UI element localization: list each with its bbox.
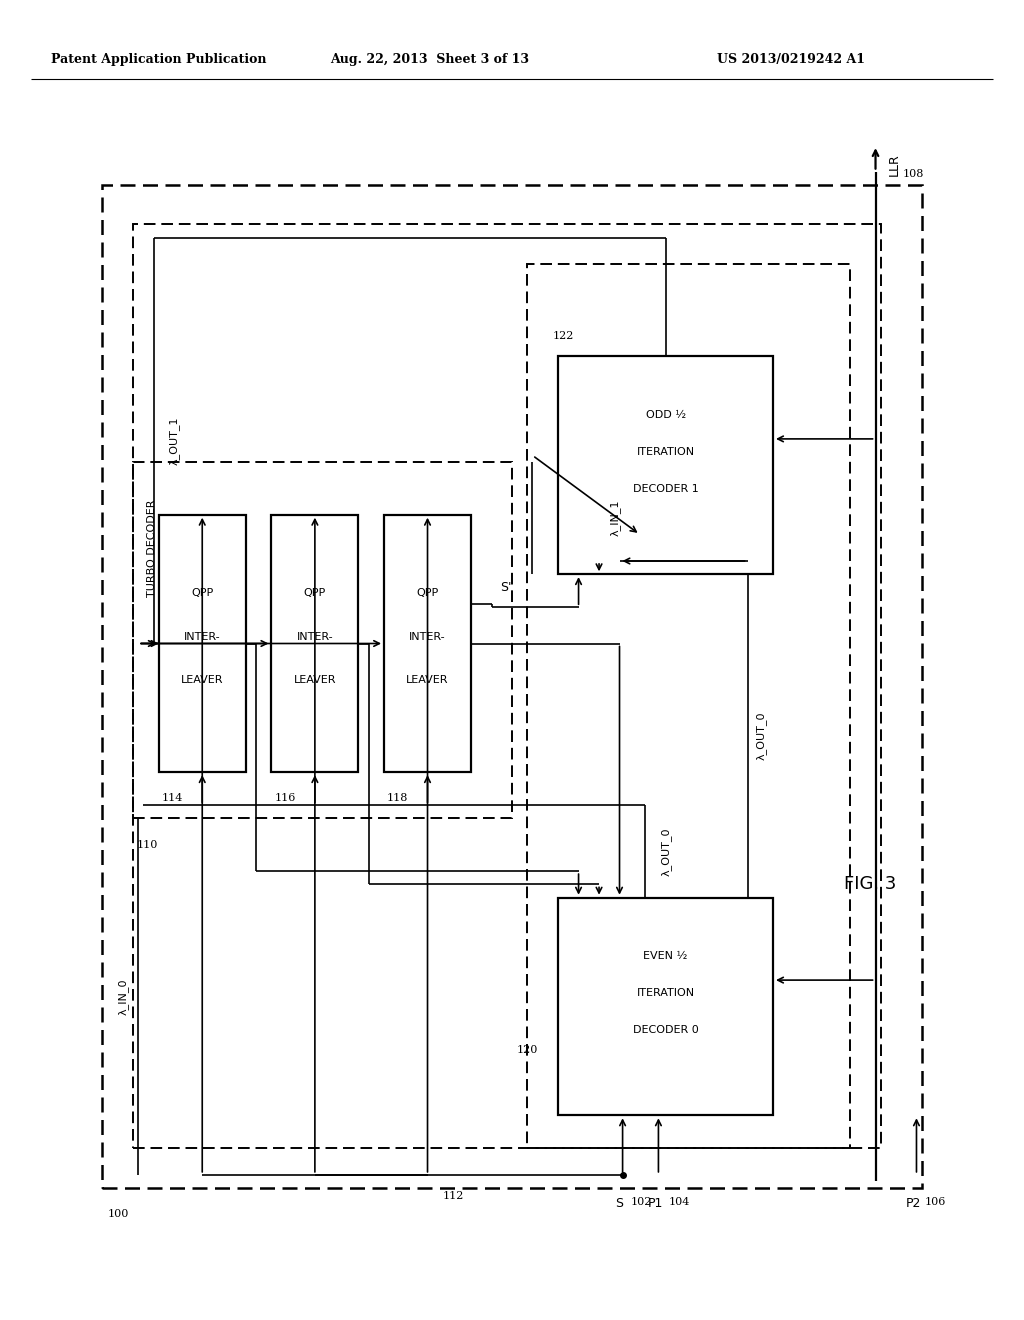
Text: Patent Application Publication: Patent Application Publication	[51, 53, 266, 66]
Text: λ_OUT_0: λ_OUT_0	[756, 711, 767, 760]
Text: S: S	[615, 1197, 624, 1210]
Text: LEAVER: LEAVER	[407, 676, 449, 685]
Text: P2: P2	[905, 1197, 922, 1210]
Text: λ_IN_1: λ_IN_1	[609, 500, 621, 536]
Text: 102: 102	[631, 1197, 652, 1208]
Bar	[558, 356, 773, 574]
Text: LLR: LLR	[888, 153, 901, 177]
Text: λ_OUT_0: λ_OUT_0	[660, 828, 672, 875]
Text: 118: 118	[387, 793, 409, 804]
Bar	[102, 185, 922, 1188]
Text: Aug. 22, 2013  Sheet 3 of 13: Aug. 22, 2013 Sheet 3 of 13	[331, 53, 529, 66]
Text: QPP: QPP	[191, 589, 213, 598]
Bar	[133, 462, 512, 818]
Text: 100: 100	[108, 1209, 129, 1220]
Text: P1: P1	[647, 1197, 664, 1210]
Text: 108: 108	[902, 169, 924, 180]
Text: 114: 114	[162, 793, 183, 804]
Text: LEAVER: LEAVER	[294, 676, 336, 685]
Text: EVEN ½: EVEN ½	[643, 952, 688, 961]
Bar	[558, 898, 773, 1115]
Text: INTER-: INTER-	[184, 632, 220, 642]
Text: λ_OUT_1: λ_OUT_1	[169, 416, 180, 465]
Bar	[159, 515, 246, 772]
Bar	[133, 224, 881, 1148]
Text: 112: 112	[442, 1191, 464, 1201]
Text: S': S'	[500, 581, 511, 594]
Bar	[384, 515, 471, 772]
Text: ITERATION: ITERATION	[637, 447, 694, 457]
Text: λ_IN_0: λ_IN_0	[118, 978, 128, 1015]
Text: US 2013/0219242 A1: US 2013/0219242 A1	[717, 53, 865, 66]
Text: INTER-: INTER-	[410, 632, 445, 642]
Text: DECODER 1: DECODER 1	[633, 484, 698, 494]
Text: QPP: QPP	[417, 589, 438, 598]
Text: 122: 122	[553, 330, 574, 341]
Text: ODD ½: ODD ½	[645, 411, 686, 420]
Text: 120: 120	[516, 1045, 538, 1055]
Text: 106: 106	[925, 1197, 946, 1208]
Text: LEAVER: LEAVER	[181, 676, 223, 685]
Text: 104: 104	[669, 1197, 690, 1208]
Text: 110: 110	[136, 840, 158, 850]
Text: FIG. 3: FIG. 3	[844, 875, 897, 894]
Text: TURBO DECODER: TURBO DECODER	[146, 499, 157, 597]
Bar	[527, 264, 850, 1148]
Text: QPP: QPP	[304, 589, 326, 598]
Text: DECODER 0: DECODER 0	[633, 1026, 698, 1035]
Text: INTER-: INTER-	[297, 632, 333, 642]
Bar	[271, 515, 358, 772]
Text: ITERATION: ITERATION	[637, 989, 694, 998]
Text: 116: 116	[274, 793, 296, 804]
